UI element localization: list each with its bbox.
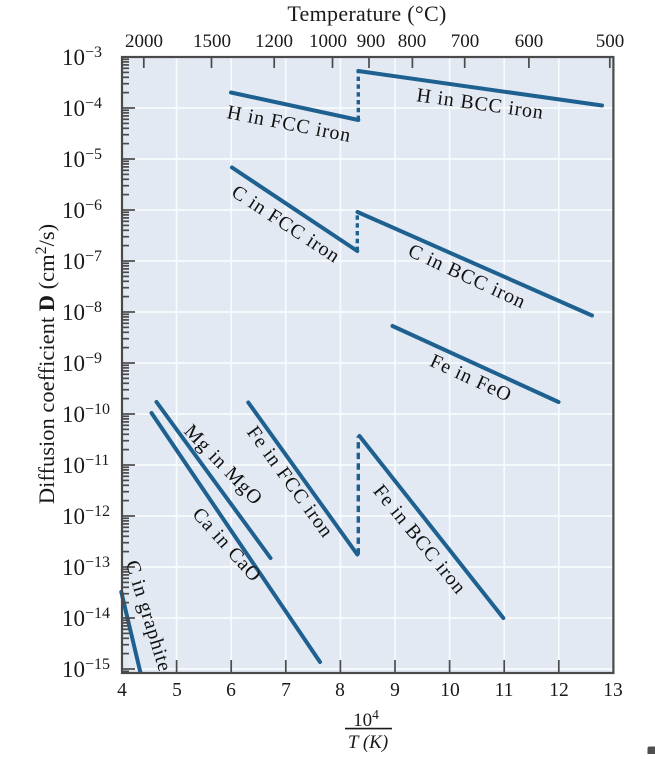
svg-text:8: 8	[335, 680, 345, 701]
svg-text:4: 4	[117, 680, 127, 701]
svg-text:10: 10	[440, 680, 460, 701]
svg-text:800: 800	[398, 31, 427, 52]
svg-text:T (K): T (K)	[348, 732, 388, 753]
svg-text:5: 5	[172, 680, 182, 701]
svg-text:700: 700	[451, 31, 480, 52]
svg-text:Temperature (°C): Temperature (°C)	[287, 1, 446, 26]
svg-text:500: 500	[596, 31, 625, 52]
svg-text:6: 6	[226, 680, 236, 701]
svg-text:1000: 1000	[309, 31, 347, 52]
svg-text:13: 13	[603, 680, 623, 701]
svg-text:7: 7	[281, 680, 291, 701]
svg-text:9: 9	[390, 680, 400, 701]
svg-text:Diffusion coefficient D (cm2/s: Diffusion coefficient D (cm2/s)	[33, 224, 59, 504]
svg-text:11: 11	[495, 680, 514, 701]
svg-text:1200: 1200	[255, 31, 293, 52]
svg-text:12: 12	[549, 680, 569, 701]
svg-text:2000: 2000	[125, 31, 163, 52]
svg-text:600: 600	[515, 31, 544, 52]
svg-text:1500: 1500	[193, 31, 231, 52]
svg-text:900: 900	[357, 31, 386, 52]
